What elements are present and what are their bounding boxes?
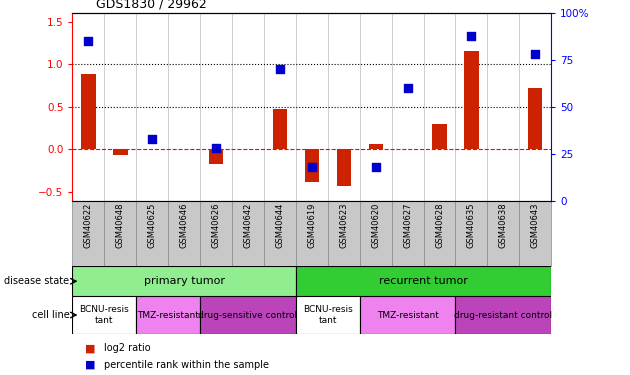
Point	[466, 33, 476, 39]
Text: GSM40644: GSM40644	[275, 202, 284, 248]
Text: disease state: disease state	[4, 276, 69, 286]
Text: GSM40619: GSM40619	[307, 202, 316, 248]
Bar	[296, 296, 360, 334]
Bar	[360, 296, 455, 334]
Text: GSM40643: GSM40643	[531, 202, 540, 248]
Point	[370, 164, 381, 170]
Bar	[264, 201, 296, 266]
Text: GSM40622: GSM40622	[84, 202, 93, 248]
Bar	[296, 201, 328, 266]
Bar	[328, 201, 360, 266]
Text: TMZ-resistant: TMZ-resistant	[137, 310, 199, 320]
Point	[403, 85, 413, 91]
Bar	[369, 144, 383, 150]
Bar	[113, 150, 127, 154]
Text: GSM40635: GSM40635	[467, 202, 476, 248]
Text: GSM40638: GSM40638	[499, 202, 508, 248]
Text: GSM40627: GSM40627	[403, 202, 412, 248]
Bar	[455, 296, 551, 334]
Point	[275, 66, 285, 72]
Text: TMZ-resistant: TMZ-resistant	[377, 310, 438, 320]
Bar	[136, 296, 200, 334]
Bar	[232, 201, 264, 266]
Bar	[72, 201, 105, 266]
Bar	[72, 296, 136, 334]
Text: primary tumor: primary tumor	[144, 276, 225, 286]
Bar	[72, 266, 296, 296]
Point	[530, 51, 541, 57]
Bar	[488, 201, 519, 266]
Text: GSM40642: GSM40642	[244, 202, 253, 248]
Point	[211, 145, 221, 151]
Text: log2 ratio: log2 ratio	[104, 343, 151, 353]
Bar	[136, 201, 168, 266]
Text: GSM40648: GSM40648	[116, 202, 125, 248]
Text: GSM40623: GSM40623	[340, 202, 348, 248]
Text: BCNU-resis
tant: BCNU-resis tant	[303, 305, 353, 325]
Text: recurrent tumor: recurrent tumor	[379, 276, 468, 286]
Bar	[455, 201, 488, 266]
Text: GSM40626: GSM40626	[212, 202, 220, 248]
Bar	[200, 201, 232, 266]
Bar	[519, 201, 551, 266]
Text: GSM40628: GSM40628	[435, 202, 444, 248]
Point	[307, 164, 317, 170]
Bar	[296, 266, 551, 296]
Text: BCNU-resis
tant: BCNU-resis tant	[79, 305, 129, 325]
Bar	[392, 201, 423, 266]
Text: cell line: cell line	[32, 310, 69, 320]
Point	[83, 38, 93, 44]
Bar	[464, 51, 479, 150]
Text: drug-sensitive control: drug-sensitive control	[198, 310, 297, 320]
Text: percentile rank within the sample: percentile rank within the sample	[104, 360, 269, 370]
Bar	[305, 150, 319, 182]
Bar	[423, 201, 455, 266]
Bar	[336, 150, 351, 186]
Text: ■: ■	[85, 343, 96, 353]
Bar	[360, 201, 392, 266]
Text: GSM40620: GSM40620	[371, 202, 380, 248]
Bar	[168, 201, 200, 266]
Bar	[81, 75, 96, 150]
Text: GDS1830 / 29962: GDS1830 / 29962	[96, 0, 207, 10]
Bar	[528, 88, 542, 150]
Bar	[209, 150, 223, 164]
Point	[147, 136, 158, 142]
Bar	[273, 110, 287, 150]
Text: GSM40646: GSM40646	[180, 202, 188, 248]
Bar	[432, 124, 447, 150]
Text: GSM40625: GSM40625	[148, 202, 157, 248]
Bar	[200, 296, 296, 334]
Bar	[105, 201, 136, 266]
Text: ■: ■	[85, 360, 96, 370]
Text: drug-resistant control: drug-resistant control	[454, 310, 553, 320]
